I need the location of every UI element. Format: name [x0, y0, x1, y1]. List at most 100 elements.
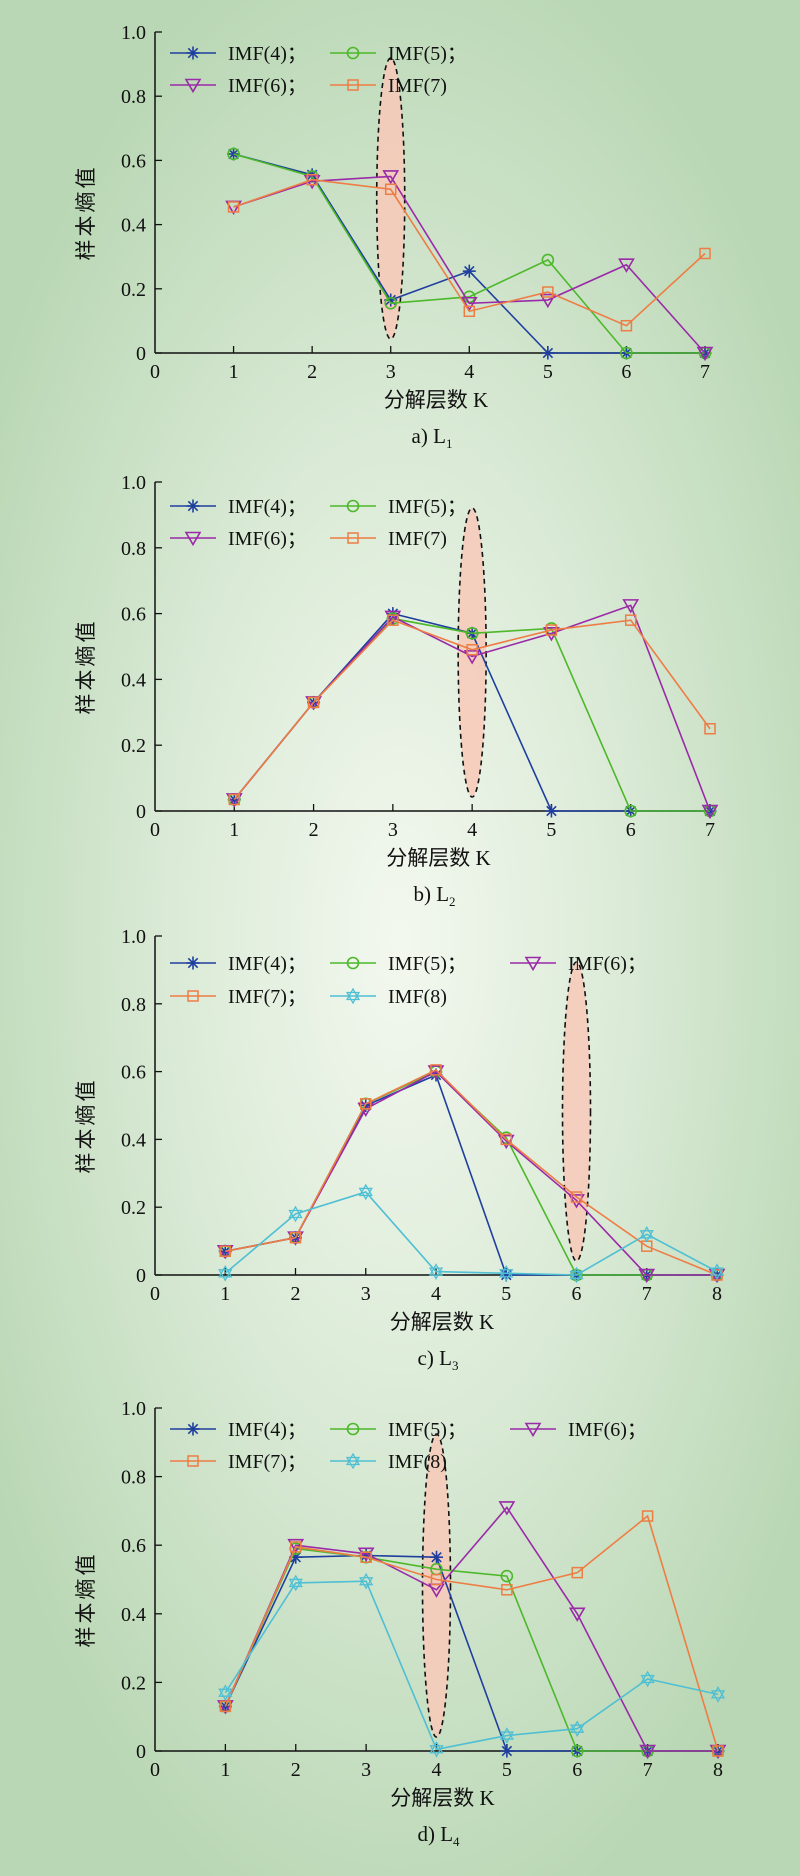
x-tick-label: 6: [621, 361, 631, 383]
legend-marker: [186, 499, 200, 513]
x-tick-label: 0: [150, 361, 160, 383]
legend-label: IMF(5)；: [388, 953, 467, 975]
highlight-ellipse: [457, 507, 487, 798]
x-tick-label: 5: [543, 361, 553, 383]
data-point: [712, 1745, 724, 1757]
y-tick-label: 0.4: [121, 1129, 146, 1151]
panel-caption: a) L1: [412, 424, 453, 451]
legend-label: IMF(8): [388, 986, 447, 1008]
y-axis-label: 样本熵值: [74, 1078, 98, 1174]
data-point: [360, 1551, 372, 1563]
legend-marker: [346, 1422, 360, 1436]
y-tick-label: 0.6: [121, 1535, 146, 1557]
data-point: [306, 173, 318, 186]
data-point: [382, 170, 400, 185]
data-point: [465, 627, 479, 640]
x-tick-label: 2: [291, 1283, 301, 1305]
x-tick-label: 5: [546, 819, 556, 841]
data-point: [228, 793, 241, 806]
data-point: [701, 804, 719, 820]
data-point: [570, 1720, 585, 1738]
data-point: [288, 1205, 303, 1223]
data-point: [641, 1510, 654, 1522]
data-point: [360, 1098, 372, 1110]
data-point: [289, 1231, 302, 1244]
data-point: [544, 804, 558, 818]
y-axis-label: 样本熵值: [74, 165, 98, 261]
panel-caption: c) L3: [418, 1346, 459, 1373]
data-point: [638, 1268, 656, 1284]
data-point: [219, 1700, 232, 1713]
data-point: [387, 614, 399, 626]
x-tick-label: 6: [572, 1759, 582, 1781]
legend-marker: [346, 46, 360, 60]
series-line: [233, 178, 706, 327]
series-line: [233, 619, 711, 800]
legend-label: IMF(5)；: [388, 1419, 467, 1441]
x-tick-label: 7: [642, 1283, 652, 1305]
legend-marker: [186, 956, 200, 970]
data-point: [696, 346, 714, 362]
legend-marker: [184, 78, 202, 94]
data-point: [384, 183, 397, 196]
x-tick-label: 7: [643, 1759, 653, 1781]
legend-label: IMF(4)；: [228, 1419, 307, 1441]
x-tick-label: 5: [501, 1283, 511, 1305]
data-point: [359, 1572, 374, 1590]
series-line: [224, 1514, 719, 1752]
data-point: [620, 319, 633, 332]
data-point: [501, 1584, 513, 1596]
x-axis-label: 分解层数 K: [386, 846, 490, 870]
legend-label: IMF(5)；: [388, 496, 467, 518]
legend-marker: [524, 956, 542, 972]
y-tick-label: 0.6: [121, 150, 146, 172]
x-axis-label: 分解层数 K: [390, 1786, 494, 1810]
y-tick-label: 0.2: [121, 1197, 146, 1219]
y-tick-label: 1.0: [121, 926, 146, 948]
x-tick-label: 2: [309, 819, 319, 841]
data-point: [358, 1183, 373, 1201]
data-point: [640, 1670, 655, 1688]
x-tick-label: 8: [712, 1283, 722, 1305]
x-tick-label: 3: [361, 1283, 371, 1305]
y-axis-label: 样本熵值: [74, 619, 98, 715]
legend-label: IMF(6)；: [228, 528, 307, 550]
x-tick-label: 2: [291, 1759, 301, 1781]
y-tick-label: 0.6: [121, 1062, 146, 1084]
data-point: [218, 1684, 233, 1702]
x-tick-label: 4: [464, 361, 474, 383]
y-tick-label: 0: [136, 801, 146, 823]
data-point: [430, 1550, 443, 1564]
legend-label: IMF(8): [388, 1451, 447, 1473]
data-point: [500, 1133, 512, 1146]
x-tick-label: 1: [220, 1759, 230, 1781]
data-point: [287, 1538, 305, 1554]
data-point: [500, 1569, 514, 1583]
data-point: [571, 1566, 583, 1579]
y-tick-label: 0.2: [121, 735, 146, 757]
x-axis-label: 分解层数 K: [384, 388, 488, 412]
x-tick-label: 4: [467, 819, 477, 841]
data-point: [710, 1686, 726, 1703]
legend-label: IMF(6)；: [568, 1419, 647, 1441]
x-tick-label: 4: [432, 1759, 442, 1781]
y-tick-label: 0: [136, 343, 146, 365]
x-tick-label: 0: [150, 1759, 160, 1781]
y-tick-label: 1.0: [121, 1398, 146, 1420]
y-tick-label: 0.2: [121, 1672, 146, 1694]
highlight-ellipse: [561, 961, 592, 1262]
data-point: [430, 1064, 442, 1076]
y-tick-label: 0: [136, 1741, 146, 1763]
x-axis-label: 分解层数 K: [390, 1310, 494, 1334]
y-tick-label: 0.8: [121, 1467, 146, 1489]
x-tick-label: 3: [388, 819, 398, 841]
legend-label: IMF(4)；: [228, 43, 307, 65]
data-point: [568, 1607, 586, 1622]
y-tick-label: 1.0: [121, 22, 146, 44]
legend-marker: [345, 1452, 361, 1470]
data-point: [429, 1740, 444, 1758]
